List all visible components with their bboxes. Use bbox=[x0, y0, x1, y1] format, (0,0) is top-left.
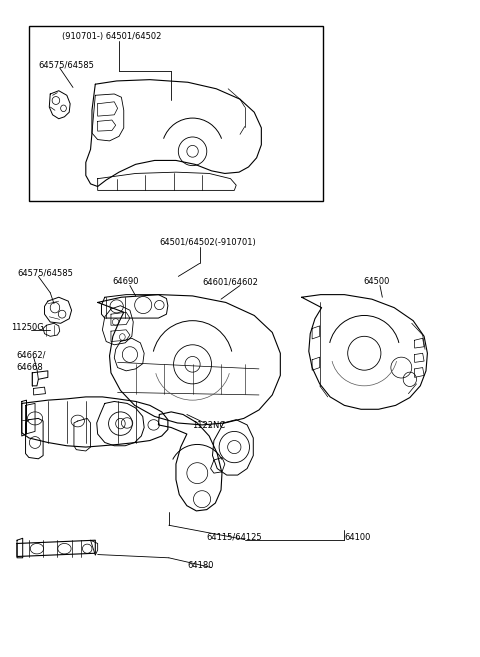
Text: 64662/: 64662/ bbox=[16, 350, 46, 359]
Text: 64575/64585: 64575/64585 bbox=[38, 61, 94, 70]
Text: 1122NC: 1122NC bbox=[192, 420, 226, 430]
Text: 64601/64602: 64601/64602 bbox=[202, 277, 258, 286]
Text: 64668: 64668 bbox=[16, 363, 43, 373]
Text: 64180: 64180 bbox=[188, 561, 214, 570]
Text: (910701-) 64501/64502: (910701-) 64501/64502 bbox=[62, 32, 161, 41]
Text: 64575/64585: 64575/64585 bbox=[17, 268, 73, 277]
Text: 64115/64125: 64115/64125 bbox=[207, 533, 263, 541]
Text: 64501/64502(-910701): 64501/64502(-910701) bbox=[159, 238, 256, 247]
Text: 11250G: 11250G bbox=[12, 323, 44, 332]
Bar bbox=[29, 26, 323, 202]
Text: 64690: 64690 bbox=[112, 277, 138, 286]
Text: 64500: 64500 bbox=[363, 277, 390, 286]
Text: 64100: 64100 bbox=[344, 533, 371, 541]
